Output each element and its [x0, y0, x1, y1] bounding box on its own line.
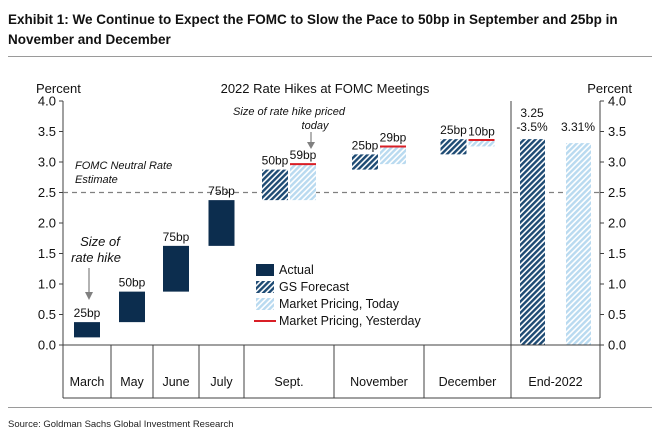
priced-today-line2: today	[302, 120, 330, 132]
legend-swatch-gs-forecast	[256, 281, 274, 293]
gs-forecast-label: 50bp	[262, 154, 289, 168]
y-tick-label-left: 1.5	[38, 246, 56, 261]
x-tick-label: End-2022	[528, 375, 582, 389]
market-today-label: 29bp	[380, 130, 407, 144]
y-tick-label-left: 4.0	[38, 94, 56, 109]
y-tick-label-right: 4.0	[608, 94, 626, 109]
y-axis-label-right: Percent	[587, 81, 632, 96]
y-axis-right: 0.0 0.5 1.0 1.5 2.0 2.5 3.0 3.5 4.0	[599, 94, 626, 353]
size-of-rate-hike-arrowhead	[85, 292, 93, 300]
y-tick-label-left: 0.0	[38, 338, 56, 353]
end-2022-gs-forecast-bar	[520, 139, 545, 345]
x-tick-label: December	[439, 375, 497, 389]
legend-market-yesterday-label: Market Pricing, Yesterday	[279, 314, 421, 328]
x-tick-label: March	[70, 375, 105, 389]
y-tick-label-left: 0.5	[38, 307, 56, 322]
legend-gs-forecast-label: GS Forecast	[279, 280, 350, 294]
legend: Actual GS Forecast Market Pricing, Today…	[254, 263, 421, 328]
top-divider	[8, 56, 652, 57]
actual-bar-label: 50bp	[119, 276, 146, 290]
gs-forecast-bar	[262, 169, 288, 201]
market-today-label: 10bp	[468, 124, 495, 138]
legend-actual-label: Actual	[279, 263, 314, 277]
y-tick-label-right: 1.5	[608, 246, 626, 261]
market-today-bar	[290, 164, 316, 201]
y-tick-label-right: 3.5	[608, 124, 626, 139]
x-tick-label: May	[120, 375, 144, 389]
gs-forecast-label: 25bp	[352, 138, 379, 152]
x-tick-label: November	[350, 375, 408, 389]
market-today-label: 59bp	[290, 148, 317, 162]
legend-market-today-label: Market Pricing, Today	[279, 297, 400, 311]
chart-title: 2022 Rate Hikes at FOMC Meetings	[221, 81, 430, 96]
actual-bar-label: 75bp	[163, 230, 190, 244]
size-of-rate-hike-line2: rate hike	[71, 250, 121, 265]
y-tick-label-left: 2.0	[38, 216, 56, 231]
y-tick-label-left: 3.0	[38, 155, 56, 170]
y-axis-label-left: Percent	[36, 81, 81, 96]
x-tick-label: Sept.	[274, 375, 303, 389]
actual-bar	[163, 245, 189, 292]
legend-swatch-market-today	[256, 298, 274, 310]
neutral-rate-label-line1: FOMC Neutral Rate	[75, 160, 172, 172]
y-tick-label-left: 3.5	[38, 124, 56, 139]
source-note: Source: Goldman Sachs Global Investment …	[8, 419, 234, 430]
gs-forecast-bar	[352, 154, 378, 170]
exhibit-title: Exhibit 1: We Continue to Expect the FOM…	[8, 12, 618, 47]
y-tick-label-left: 1.0	[38, 277, 56, 292]
actual-bar-label: 75bp	[208, 184, 235, 198]
y-tick-label-right: 2.0	[608, 216, 626, 231]
y-tick-label-right: 0.5	[608, 307, 626, 322]
end-2022-gs-label-line2: -3.5%	[516, 120, 548, 134]
neutral-rate-label-line2: Estimate	[75, 174, 118, 186]
y-tick-label-right: 0.0	[608, 338, 626, 353]
gs-forecast-label: 25bp	[440, 123, 467, 137]
y-tick-label-right: 2.5	[608, 185, 626, 200]
size-of-rate-hike-line1: Size of	[80, 234, 121, 249]
actual-bar	[208, 200, 235, 246]
x-tick-label: June	[162, 375, 189, 389]
y-tick-label-right: 3.0	[608, 155, 626, 170]
end-2022-gs-label-line1: 3.25	[520, 106, 544, 120]
bars	[74, 139, 591, 345]
market-today-bar	[468, 140, 495, 147]
gs-forecast-bar	[440, 139, 467, 155]
x-tick-label: July	[210, 375, 233, 389]
y-tick-label-right: 1.0	[608, 277, 626, 292]
priced-today-arrowhead	[307, 142, 315, 149]
y-tick-label-left: 2.5	[38, 185, 56, 200]
actual-bar	[74, 322, 100, 338]
y-axis-left: 0.0 0.5 1.0 1.5 2.0 2.5 3.0 3.5 4.0	[38, 94, 64, 353]
market-today-bar	[380, 146, 406, 165]
actual-bar-label: 25bp	[74, 306, 101, 320]
priced-today-line1: Size of rate hike priced	[233, 106, 346, 118]
end-2022-market-today-bar	[566, 143, 591, 345]
actual-bar	[119, 291, 145, 323]
bottom-divider	[8, 407, 652, 408]
x-axis: March May June July Sept. November December End…	[62, 101, 601, 399]
end-2022-market-label: 3.31%	[561, 120, 595, 134]
legend-swatch-actual	[256, 264, 274, 276]
